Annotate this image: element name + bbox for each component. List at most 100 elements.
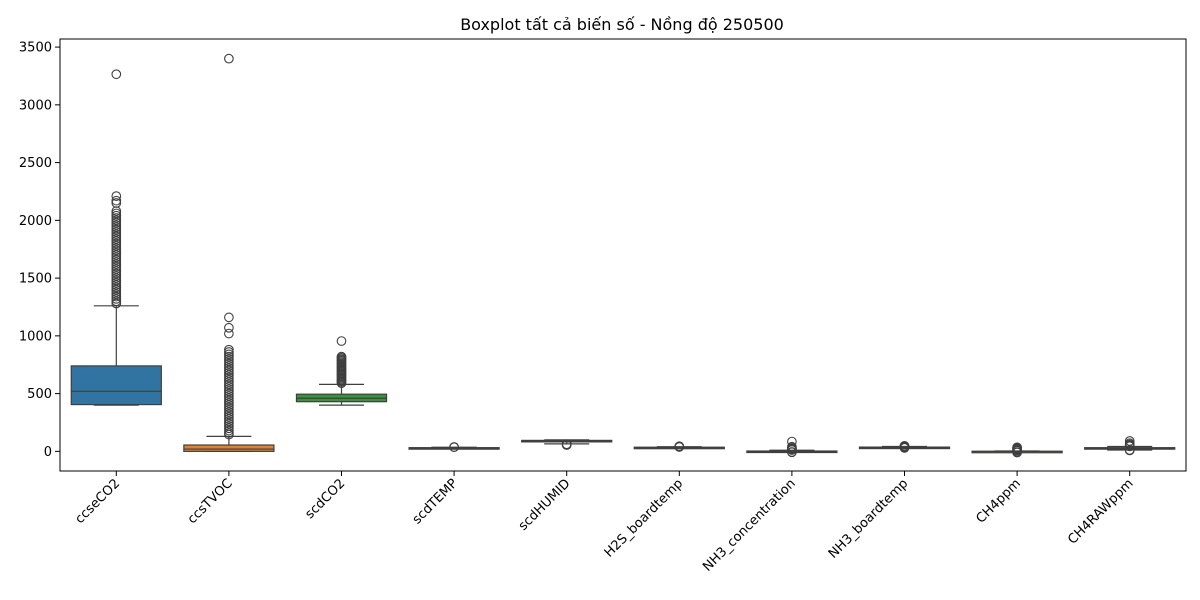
outlier-point (224, 395, 234, 406)
outlier-point (336, 378, 347, 389)
outlier-point (787, 447, 797, 458)
outlier-point (224, 384, 234, 394)
outlier-point (111, 217, 122, 228)
outlier-point (111, 254, 122, 265)
outlier-point (111, 298, 122, 309)
outlier-point (224, 367, 234, 378)
outlier-point (224, 356, 234, 367)
outlier-point (674, 441, 685, 452)
x-tick-label: ccsTVOC (185, 476, 236, 527)
outlier-point (111, 250, 122, 260)
outlier-point (224, 411, 234, 422)
outlier-point (224, 370, 234, 380)
outlier-point (224, 407, 234, 417)
outlier-point (224, 388, 234, 399)
outlier-point (111, 236, 122, 246)
outlier-point (111, 275, 122, 286)
outlier-point (561, 439, 572, 450)
outlier-point (111, 215, 122, 226)
outlier-point (111, 282, 122, 293)
outlier-point (111, 284, 122, 295)
outlier-point (224, 425, 234, 436)
outlier-point (224, 358, 234, 369)
outlier-point (111, 227, 122, 237)
outlier-point (111, 291, 122, 302)
outlier-point (111, 231, 122, 242)
outlier-point (224, 354, 234, 364)
outlier-point (111, 195, 122, 206)
outlier-point (224, 416, 234, 427)
y-tick-label: 500 (27, 387, 52, 402)
outlier-point (224, 349, 234, 360)
box-ccseCO2 (70, 365, 162, 406)
outlier-point (111, 252, 122, 263)
outlier-point (899, 440, 910, 451)
outlier-point (111, 245, 122, 256)
outlier-point (111, 264, 122, 274)
outlier-point (111, 270, 122, 281)
outlier-point (224, 429, 234, 440)
outlier-point (224, 351, 234, 362)
outlier-point (111, 280, 122, 290)
outlier-point (111, 233, 122, 244)
outlier-point (111, 268, 122, 279)
outlier-point (111, 266, 122, 277)
y-tick-label: 1000 (19, 329, 52, 344)
outlier-point (224, 418, 234, 429)
outlier-point (224, 361, 234, 371)
x-tick-label: scdHUMID (516, 476, 574, 534)
outlier-point (224, 391, 234, 401)
x-tick-label: H2S_boardtemp (602, 476, 686, 560)
outlier-point (336, 336, 347, 346)
y-tick-label: 3000 (19, 98, 52, 113)
outlier-point (111, 243, 122, 253)
y-tick-label: 3500 (19, 41, 52, 56)
outlier-point (111, 222, 122, 233)
box-ccsTVOC (183, 444, 275, 452)
outlier-point (224, 347, 234, 357)
x-tick-label: ccseCO2 (72, 476, 123, 527)
outlier-point (111, 247, 122, 258)
x-tick-label: NH3_boardtemp (826, 476, 911, 561)
outlier-point (111, 257, 122, 267)
chart-title: Boxplot tất cả biến số - Nồng độ 250500 (460, 15, 784, 34)
outlier-point (224, 400, 234, 411)
outlier-point (1012, 447, 1022, 458)
outlier-point (111, 261, 122, 272)
outlier-point (224, 377, 234, 387)
outlier-point (111, 210, 122, 221)
outlier-point (224, 312, 234, 323)
outlier-point (449, 442, 459, 452)
outlier-point (224, 386, 234, 397)
outlier-point (224, 372, 234, 383)
plot-area: 0 500 1000 1500 2000 2500 3000 3500 ccseCO2 ccsTV… (19, 38, 1187, 575)
outlier-point (224, 404, 234, 415)
axes-frame (59, 38, 1187, 472)
outlier-point (111, 259, 122, 270)
outlier-point (111, 224, 122, 235)
y-tick-label: 2000 (19, 214, 52, 229)
outlier-point (224, 363, 234, 374)
outlier-point (1124, 445, 1135, 456)
outlier-point (111, 240, 122, 251)
outlier-point (224, 379, 234, 390)
outlier-point (224, 328, 234, 339)
outlier-point (224, 423, 234, 434)
x-tick-label: CH4ppm (974, 476, 1024, 526)
x-tick-label: NH3_concentration (700, 476, 799, 575)
x-tick-label: scdTEMP (410, 476, 461, 527)
outlier-point (224, 344, 234, 355)
outlier-point (224, 398, 234, 408)
outlier-point (224, 322, 234, 333)
outlier-point (111, 69, 122, 80)
y-tick-label: 1500 (19, 272, 52, 287)
outlier-point (111, 208, 122, 219)
outlier-point (111, 229, 122, 240)
x-tick-label: scdCO2 (303, 476, 349, 522)
outlier-point (224, 409, 234, 420)
outlier-point (224, 414, 234, 424)
outlier-point (111, 287, 122, 297)
outlier-point (111, 296, 122, 307)
outlier-point (224, 365, 234, 376)
